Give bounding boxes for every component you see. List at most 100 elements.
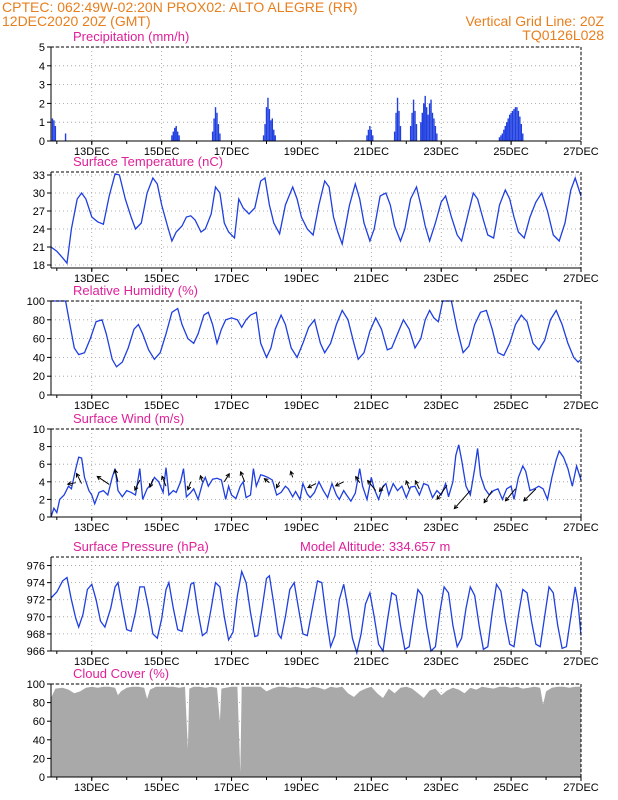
x-tick-label: 27DEC bbox=[563, 146, 599, 158]
wind-arrow bbox=[223, 473, 230, 483]
x-tick-label: 21DEC bbox=[354, 146, 390, 158]
precip-bar bbox=[274, 135, 276, 141]
x-tick-label: 13DEC bbox=[74, 273, 110, 285]
series-line-temp bbox=[50, 172, 582, 265]
precip-bar bbox=[420, 122, 422, 141]
x-tick-label: 13DEC bbox=[74, 146, 110, 158]
y-tick-label: 2 bbox=[39, 98, 45, 110]
wind-arrowhead bbox=[483, 498, 488, 504]
precip-bar bbox=[53, 120, 55, 141]
precip-bar bbox=[176, 131, 179, 141]
wind-arrowhead bbox=[199, 474, 204, 480]
precip-bar bbox=[393, 131, 396, 141]
wind-arrowhead bbox=[355, 475, 360, 481]
x-tick-label: 25DEC bbox=[493, 146, 529, 158]
precip-bar bbox=[421, 112, 423, 141]
precip-bar bbox=[506, 122, 508, 141]
precip-bar bbox=[433, 118, 435, 141]
precip-bar bbox=[370, 129, 373, 141]
wind-arrow bbox=[149, 478, 154, 488]
station-info: CPTEC: 062:49W-02:20N PROX02: ALTO ALEGR… bbox=[2, 0, 358, 15]
panel-title: Cloud Cover (%) bbox=[73, 666, 169, 681]
x-tick-label: 27DEC bbox=[563, 782, 599, 794]
panel-title: Precipitation (mm/h) bbox=[73, 29, 189, 44]
y-tick-label: 21 bbox=[33, 242, 45, 254]
precip-bar bbox=[522, 133, 524, 141]
wind-arrow bbox=[523, 488, 537, 502]
y-tick-label: 1 bbox=[39, 117, 45, 129]
wind-arrowhead bbox=[66, 481, 72, 486]
wind-arrow bbox=[76, 473, 83, 484]
y-tick-label: 60 bbox=[33, 334, 45, 346]
precip-bar bbox=[425, 107, 428, 141]
panel-title: Surface Temperature (nC) bbox=[73, 154, 223, 169]
precip-bar bbox=[510, 112, 512, 141]
y-tick-label: 27 bbox=[33, 206, 45, 218]
cloud-area bbox=[51, 686, 581, 777]
wind-arrow bbox=[290, 471, 294, 478]
precip-bar bbox=[411, 112, 413, 141]
x-tick-label: 19DEC bbox=[284, 400, 320, 412]
y-tick-label: 5 bbox=[39, 42, 45, 54]
x-tick-label: 23DEC bbox=[423, 146, 459, 158]
y-tick-label: 968 bbox=[27, 629, 45, 641]
precip-bar bbox=[501, 133, 504, 141]
wind-arrow bbox=[199, 475, 203, 482]
panel-temp: Surface Temperature (nC) 18 21 24 27 30 33 13DE… bbox=[33, 154, 599, 285]
run-time: 12DEC2020 20Z (GMT) bbox=[2, 13, 151, 29]
precip-bar bbox=[520, 124, 523, 141]
y-tick-label: 4 bbox=[39, 61, 45, 73]
wind-arrow bbox=[96, 476, 110, 485]
panel-title: Surface Pressure (hPa) bbox=[73, 539, 209, 554]
x-tick-label: 21DEC bbox=[354, 522, 390, 534]
precip-bar bbox=[430, 99, 432, 141]
x-tick-label: 27DEC bbox=[563, 522, 599, 534]
x-tick-label: 15DEC bbox=[144, 782, 180, 794]
wind-arrow bbox=[405, 480, 410, 490]
precip-bar bbox=[369, 125, 371, 141]
wind-arrowhead bbox=[378, 487, 384, 493]
precip-bar bbox=[214, 107, 217, 141]
precip-bar bbox=[498, 137, 501, 141]
wind-arrowhead bbox=[523, 496, 528, 502]
y-tick-label: 100 bbox=[27, 679, 45, 691]
y-tick-label: 8 bbox=[39, 442, 45, 454]
y-tick-label: 10 bbox=[33, 424, 45, 436]
x-tick-label: 19DEC bbox=[284, 782, 320, 794]
precip-bar bbox=[262, 135, 265, 141]
wind-arrowhead bbox=[307, 483, 313, 489]
wind-arrow bbox=[187, 481, 192, 490]
x-tick-label: 23DEC bbox=[423, 522, 459, 534]
wind-arrowhead bbox=[148, 483, 154, 489]
x-tick-label: 27DEC bbox=[563, 400, 599, 412]
panel-precip: Precipitation (mm/h) 0 1 2 3 4 5 13DEC 15DEC 17DE… bbox=[39, 29, 599, 158]
wind-arrowhead bbox=[239, 470, 245, 476]
precip-bar bbox=[367, 129, 370, 141]
wind-arrow bbox=[505, 488, 516, 502]
vertical-grid-note: Vertical Grid Line: 20Z bbox=[465, 13, 604, 29]
wind-arrowhead bbox=[453, 504, 459, 510]
precip-bar bbox=[513, 109, 515, 141]
wind-arrowhead bbox=[96, 475, 102, 481]
precip-bar bbox=[504, 125, 506, 141]
series-line-wind bbox=[50, 444, 582, 518]
y-tick-label: 3 bbox=[39, 80, 45, 92]
precip-bar bbox=[51, 118, 54, 141]
x-tick-label: 25DEC bbox=[493, 656, 529, 668]
precip-bar bbox=[174, 127, 176, 141]
wind-arrowhead bbox=[436, 495, 441, 501]
panel-wind: Surface Wind (m/s) 0 2 4 6 8 10 13DEC 15DEC 17DEC… bbox=[33, 411, 599, 534]
x-tick-label: 19DEC bbox=[284, 273, 320, 285]
precip-bar bbox=[507, 118, 509, 141]
wind-arrow bbox=[355, 476, 361, 483]
x-tick-label: 23DEC bbox=[423, 656, 459, 668]
precip-bar bbox=[372, 135, 374, 141]
x-tick-label: 27DEC bbox=[563, 656, 599, 668]
model-code: TQ0126L028 bbox=[522, 27, 604, 43]
x-tick-label: 15DEC bbox=[144, 273, 180, 285]
precip-bar bbox=[217, 124, 220, 141]
wind-arrow bbox=[379, 484, 385, 492]
panel-annotation: Model Altitude: 334.657 m bbox=[300, 539, 450, 554]
wind-arrow bbox=[307, 483, 317, 489]
